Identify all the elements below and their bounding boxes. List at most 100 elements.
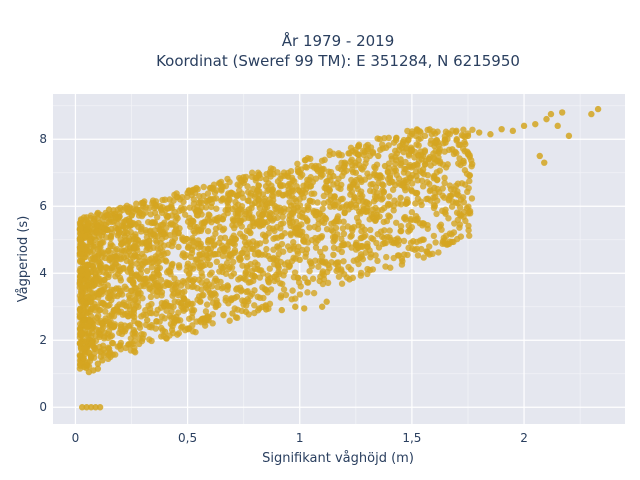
scatter-point [442,139,449,146]
scatter-point [107,233,114,240]
scatter-point [397,227,405,235]
scatter-point [318,166,326,173]
scatter-point [324,279,332,287]
scatter-point [429,250,436,258]
scatter-point [147,293,155,301]
scatter-point [469,126,476,133]
scatter-point [466,172,473,179]
scatter-point [318,303,326,310]
scatter-point [196,251,203,258]
scatter-point [172,223,179,230]
scatter-point [186,204,193,211]
x-tick-label: 2 [520,431,528,445]
scatter-point [194,186,201,193]
scatter-point [200,220,207,227]
scatter-point [84,250,91,257]
scatter-point [281,268,288,275]
scatter-point [251,273,259,280]
scatter-point [135,290,142,297]
scatter-point [436,167,443,174]
scatter-point [403,145,411,152]
scatter-point [188,283,196,291]
scatter-point [274,214,281,221]
scatter-point [431,142,438,150]
scatter-point [101,283,108,290]
scatter-point [363,204,371,212]
scatter-point [211,216,218,223]
scatter-point [181,288,188,295]
scatter-point [294,274,302,282]
scatter-point [332,201,339,208]
scatter-point [442,232,450,240]
scatter-point [179,323,186,330]
scatter-point [129,301,137,308]
scatter-point [190,262,197,269]
scatter-point [326,186,334,194]
scatter-point [78,267,85,274]
scatter-point [105,218,112,226]
scatter-point [369,180,376,188]
scatter-point [250,185,257,193]
scatter-point [435,149,443,156]
scatter-point [278,306,285,314]
scatter-point [121,204,129,211]
scatter-point [302,253,309,260]
scatter-point [464,132,472,140]
scatter-point [296,291,304,298]
scatter-point [234,181,241,188]
scatter-point [292,303,299,310]
scatter-point [92,404,99,411]
scatter-point [193,256,201,263]
scatter-point [195,237,202,244]
scatter-point [397,161,404,169]
scatter-point [84,261,91,269]
scatter-point [405,136,412,144]
scatter-point [304,289,311,296]
scatter-point [266,265,273,272]
scatter-point [378,206,386,214]
scatter-point [431,184,438,192]
scatter-point [121,247,128,255]
scatter-point [101,250,109,257]
scatter-point [97,306,104,314]
scatter-point [307,259,315,267]
scatter-point [240,275,247,282]
x-tick-labels: 0 0,5 1 1,5 2 [72,431,528,445]
scatter-point [460,208,468,216]
scatter-point [225,300,232,307]
scatter-point [225,190,232,197]
scatter-point [435,249,442,256]
scatter-point [448,203,456,210]
scatter-point [262,237,269,245]
scatter-point [413,172,420,180]
scatter-point [212,230,219,237]
scatter-point [146,256,153,263]
scatter-point [310,209,317,216]
scatter-point [97,348,105,355]
y-tick-label: 0 [39,400,47,414]
scatter-point [370,188,377,195]
scatter-point [301,305,308,312]
scatter-point [386,179,393,186]
scatter-point [116,301,123,308]
scatter-point [386,227,393,234]
scatter-point [139,199,146,207]
scatter-point [374,257,381,265]
scatter-point [487,131,494,138]
y-tick-label: 4 [39,266,47,280]
scatter-point [77,345,85,353]
scatter-point [226,317,233,324]
scatter-point [430,150,437,157]
scatter-point [147,227,154,235]
scatter-point [121,322,129,329]
scatter-point [308,236,316,244]
scatter-point [142,239,149,247]
scatter-point [171,235,179,242]
scatter-point [419,152,427,160]
scatter-point [241,234,249,241]
scatter-point [288,296,295,303]
scatter-point [157,304,165,311]
scatter-point [401,213,409,221]
scatter-point [101,276,108,284]
scatter-point [412,200,419,207]
